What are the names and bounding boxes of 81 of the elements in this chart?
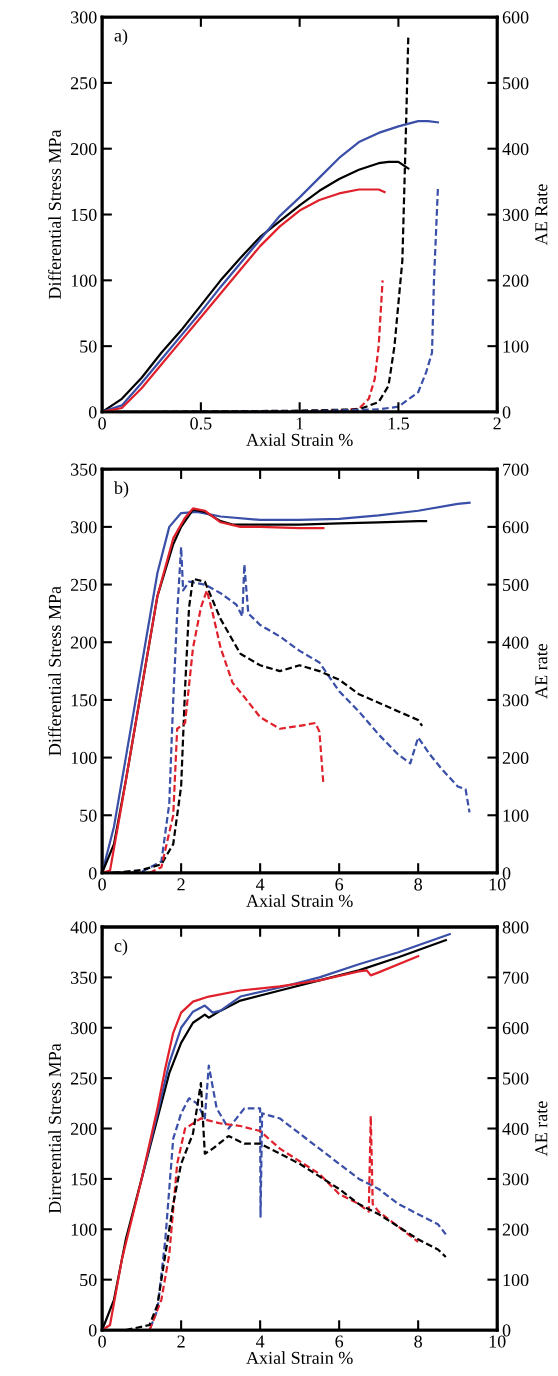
y-tick-label: 400 — [70, 921, 97, 934]
x-tick-label: 1.5 — [388, 417, 409, 430]
x-tick-label: 2 — [177, 878, 185, 891]
x-tick-label: 10 — [489, 878, 506, 891]
y-axis-title: Differential Stress MPa — [48, 586, 61, 756]
y2-tick-label: 300 — [502, 1173, 529, 1186]
y2-tick-label: 100 — [503, 340, 529, 353]
y-tick-label: 100 — [71, 274, 97, 287]
y2-tick-label: 500 — [503, 77, 529, 90]
y-tick-label: 0 — [88, 406, 97, 419]
line-series — [102, 188, 386, 412]
y2-tick-label: 600 — [502, 11, 529, 24]
y2-tick-label: 300 — [502, 208, 529, 221]
y2-axis-title: AE Rate — [535, 184, 548, 246]
y-tick-label: 350 — [71, 463, 97, 476]
y2-tick-label: 100 — [503, 809, 529, 822]
y2-tick-label: 400 — [502, 1122, 529, 1135]
y-tick-label: 50 — [80, 340, 97, 353]
y2-tick-label: 0 — [502, 406, 511, 419]
y-tick-label: 350 — [71, 971, 97, 984]
y2-tick-label: 200 — [502, 274, 529, 287]
y2-tick-label: 600 — [502, 1022, 529, 1035]
x-tick-label: 10 — [489, 1335, 506, 1348]
y-tick-label: 150 — [71, 1173, 97, 1186]
y-tick-label: 200 — [70, 142, 97, 156]
y2-tick-label: 600 — [502, 521, 529, 534]
line-series — [102, 507, 325, 873]
y-tick-label: 250 — [70, 1072, 97, 1085]
y-tick-label: 200 — [70, 636, 97, 649]
y2-tick-label: 500 — [503, 578, 529, 592]
y2-tick-label: 300 — [502, 694, 529, 707]
annotation: a) — [114, 28, 128, 46]
line-series — [148, 589, 325, 873]
y2-tick-label: 100 — [503, 1273, 529, 1287]
x-tick-label: 4 — [255, 878, 265, 891]
x-tick-label: 2 — [177, 1335, 185, 1348]
y-tick-label: 200 — [70, 1122, 97, 1135]
y2-tick-label: 500 — [503, 1072, 529, 1085]
line-series — [148, 1114, 420, 1331]
annotation: c) — [114, 939, 128, 956]
y-tick-label: 300 — [71, 1022, 97, 1035]
x-axis-title: Axial Strain % — [246, 1351, 353, 1365]
y-tick-label: 250 — [70, 578, 97, 592]
y2-tick-label: 200 — [502, 751, 529, 765]
y-tick-label: 300 — [71, 11, 97, 24]
x-tick-label: 6 — [335, 878, 344, 891]
y2-tick-label: 0 — [502, 1324, 511, 1337]
y2-tick-label: 700 — [503, 463, 529, 476]
y-tick-label: 50 — [80, 1273, 97, 1287]
x-tick-label: 8 — [414, 1335, 422, 1348]
y-tick-label: 300 — [71, 521, 97, 534]
y2-tick-label: 400 — [502, 636, 529, 649]
y-tick-label: 100 — [71, 1223, 97, 1236]
x-axis-title: Axial Strain % — [246, 894, 353, 907]
y-tick-label: 100 — [71, 751, 97, 765]
y-tick-label: 0 — [88, 1324, 97, 1337]
y2-tick-label: 700 — [503, 971, 529, 984]
y2-tick-label: 800 — [502, 921, 529, 934]
annotation: b) — [113, 481, 129, 498]
x-tick-label: 4 — [255, 1335, 265, 1348]
x-tick-label: 6 — [335, 1335, 344, 1348]
y-tick-label: 50 — [80, 809, 97, 822]
y-tick-label: 150 — [71, 208, 97, 221]
y-axis-title: Dirrerential Stress MPa — [48, 1043, 61, 1214]
y2-tick-label: 0 — [502, 867, 511, 880]
x-tick-label: 1 — [296, 417, 304, 430]
x-tick-label: 0.5 — [190, 417, 212, 430]
x-tick-label: 2 — [493, 417, 501, 430]
y2-tick-label: 400 — [502, 142, 529, 156]
y-axis-title: Differential Stress MPa — [48, 129, 61, 300]
y2-axis-title: AE rate — [535, 1101, 548, 1157]
y-tick-label: 150 — [71, 694, 97, 707]
x-tick-label: 8 — [414, 878, 422, 891]
y2-axis-title: AE rate — [535, 643, 548, 699]
x-tick-label: 0 — [98, 417, 106, 430]
y-tick-label: 250 — [70, 77, 97, 90]
x-axis-title: Axial Strain % — [246, 433, 353, 446]
y2-tick-label: 200 — [502, 1223, 529, 1236]
x-tick-label: 0 — [98, 878, 106, 891]
x-tick-label: 0 — [98, 1335, 106, 1348]
y-tick-label: 0 — [88, 867, 97, 880]
